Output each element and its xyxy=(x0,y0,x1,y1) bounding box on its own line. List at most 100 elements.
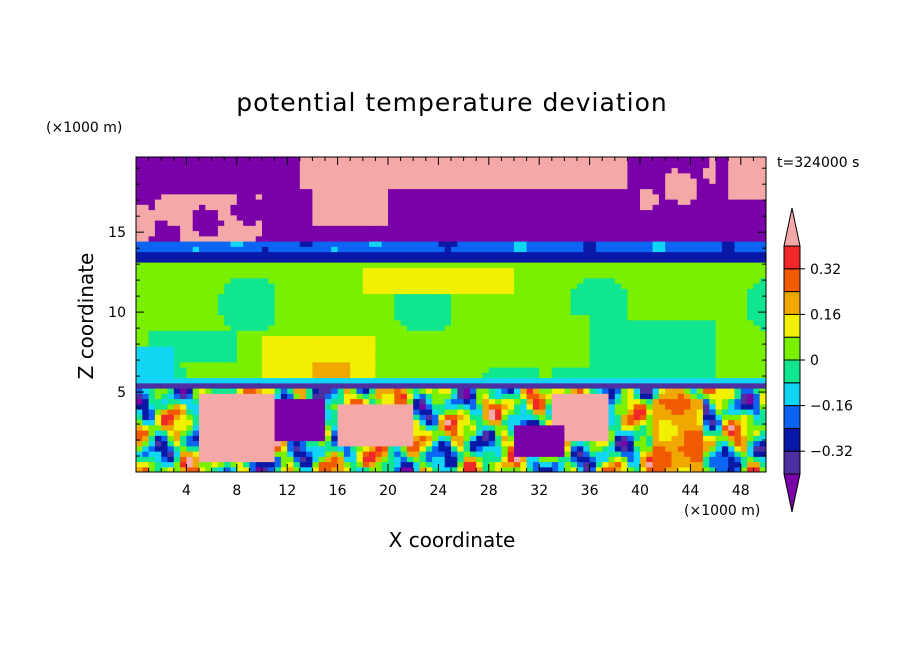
contour-cell xyxy=(652,283,660,289)
contour-cell xyxy=(514,424,521,431)
contour-cell xyxy=(747,456,754,463)
contour-cell xyxy=(199,403,206,410)
contour-cell xyxy=(570,262,578,268)
contour-cell xyxy=(444,451,452,457)
contour-cell xyxy=(148,461,156,468)
contour-cell xyxy=(753,246,761,253)
contour-cell xyxy=(173,435,181,442)
contour-cell xyxy=(205,451,213,457)
contour-cell xyxy=(526,445,534,452)
contour-cell xyxy=(652,309,660,316)
contour-cell xyxy=(476,430,484,436)
contour-cell xyxy=(432,225,439,232)
contour-cell xyxy=(520,461,528,468)
contour-cell xyxy=(715,340,723,347)
contour-cell xyxy=(211,209,219,216)
contour-cell xyxy=(665,298,673,305)
contour-cell xyxy=(665,325,673,331)
contour-cell xyxy=(425,277,433,284)
contour-cell xyxy=(192,298,200,305)
contour-cell xyxy=(192,246,200,253)
contour-cell xyxy=(432,451,439,457)
contour-cell xyxy=(690,298,698,305)
contour-cell xyxy=(369,251,376,258)
contour-cell xyxy=(180,351,187,358)
contour-cell xyxy=(350,351,358,358)
contour-cell xyxy=(268,346,276,352)
contour-cell xyxy=(583,277,591,284)
contour-cell xyxy=(621,430,628,436)
contour-cell xyxy=(696,277,704,284)
contour-cell xyxy=(627,403,635,410)
contour-cell xyxy=(507,398,515,405)
contour-cell xyxy=(457,377,465,384)
contour-cell xyxy=(255,456,263,463)
contour-cell xyxy=(243,451,250,457)
contour-cell xyxy=(671,330,679,337)
contour-cell xyxy=(514,262,521,268)
contour-cell xyxy=(205,461,213,468)
contour-cell xyxy=(677,283,685,289)
contour-cell xyxy=(369,451,376,457)
contour-cell xyxy=(640,346,647,352)
contour-cell xyxy=(451,272,458,279)
contour-cell xyxy=(740,293,748,300)
contour-cell xyxy=(684,382,691,389)
contour-cell xyxy=(406,267,414,274)
contour-cell xyxy=(684,435,691,442)
contour-cell xyxy=(211,403,219,410)
contour-cell xyxy=(236,466,244,472)
contour-cell xyxy=(608,435,616,442)
contour-cell xyxy=(753,230,761,237)
contour-cell xyxy=(589,461,597,468)
contour-cell xyxy=(268,393,276,400)
contour-cell xyxy=(419,456,427,463)
contour-cell xyxy=(753,235,761,242)
contour-cell xyxy=(721,346,729,352)
contour-cell xyxy=(148,388,156,394)
contour-cell xyxy=(595,340,603,347)
contour-cell xyxy=(469,246,477,253)
contour-cell xyxy=(577,214,584,221)
contour-cell xyxy=(589,388,597,394)
contour-cell xyxy=(381,256,389,263)
contour-cell xyxy=(665,461,673,468)
contour-cell xyxy=(136,351,143,358)
contour-cell xyxy=(262,367,269,373)
contour-cell xyxy=(375,262,383,268)
contour-cell xyxy=(369,241,376,247)
contour-cell xyxy=(337,445,345,452)
contour-cell xyxy=(224,456,232,463)
contour-cell xyxy=(753,466,761,472)
contour-cell xyxy=(633,262,641,268)
contour-cell xyxy=(621,225,628,232)
contour-cell xyxy=(564,235,572,242)
contour-cell xyxy=(192,251,200,258)
contour-cell xyxy=(703,235,710,242)
contour-cell xyxy=(658,209,666,216)
contour-cell xyxy=(595,335,603,342)
contour-cell xyxy=(287,335,295,342)
contour-cell xyxy=(463,314,471,321)
contour-cell xyxy=(236,209,244,216)
contour-cell xyxy=(495,319,502,326)
contour-cell xyxy=(507,377,515,384)
contour-cell xyxy=(532,267,540,274)
contour-cell xyxy=(734,246,742,253)
contour-cell xyxy=(640,288,647,295)
contour-cell xyxy=(167,246,175,253)
contour-cell xyxy=(709,414,717,421)
contour-cell xyxy=(211,319,219,326)
contour-cell xyxy=(432,330,439,337)
contour-cell xyxy=(161,262,169,268)
contour-cell xyxy=(211,398,219,405)
contour-cell xyxy=(602,309,610,316)
contour-cell xyxy=(180,430,187,436)
contour-cell xyxy=(627,367,635,373)
contour-cell xyxy=(406,393,414,400)
contour-cell xyxy=(312,325,320,331)
contour-cell xyxy=(167,451,175,457)
contour-cell xyxy=(394,262,402,268)
contour-cell xyxy=(658,314,666,321)
contour-cell xyxy=(356,246,364,253)
